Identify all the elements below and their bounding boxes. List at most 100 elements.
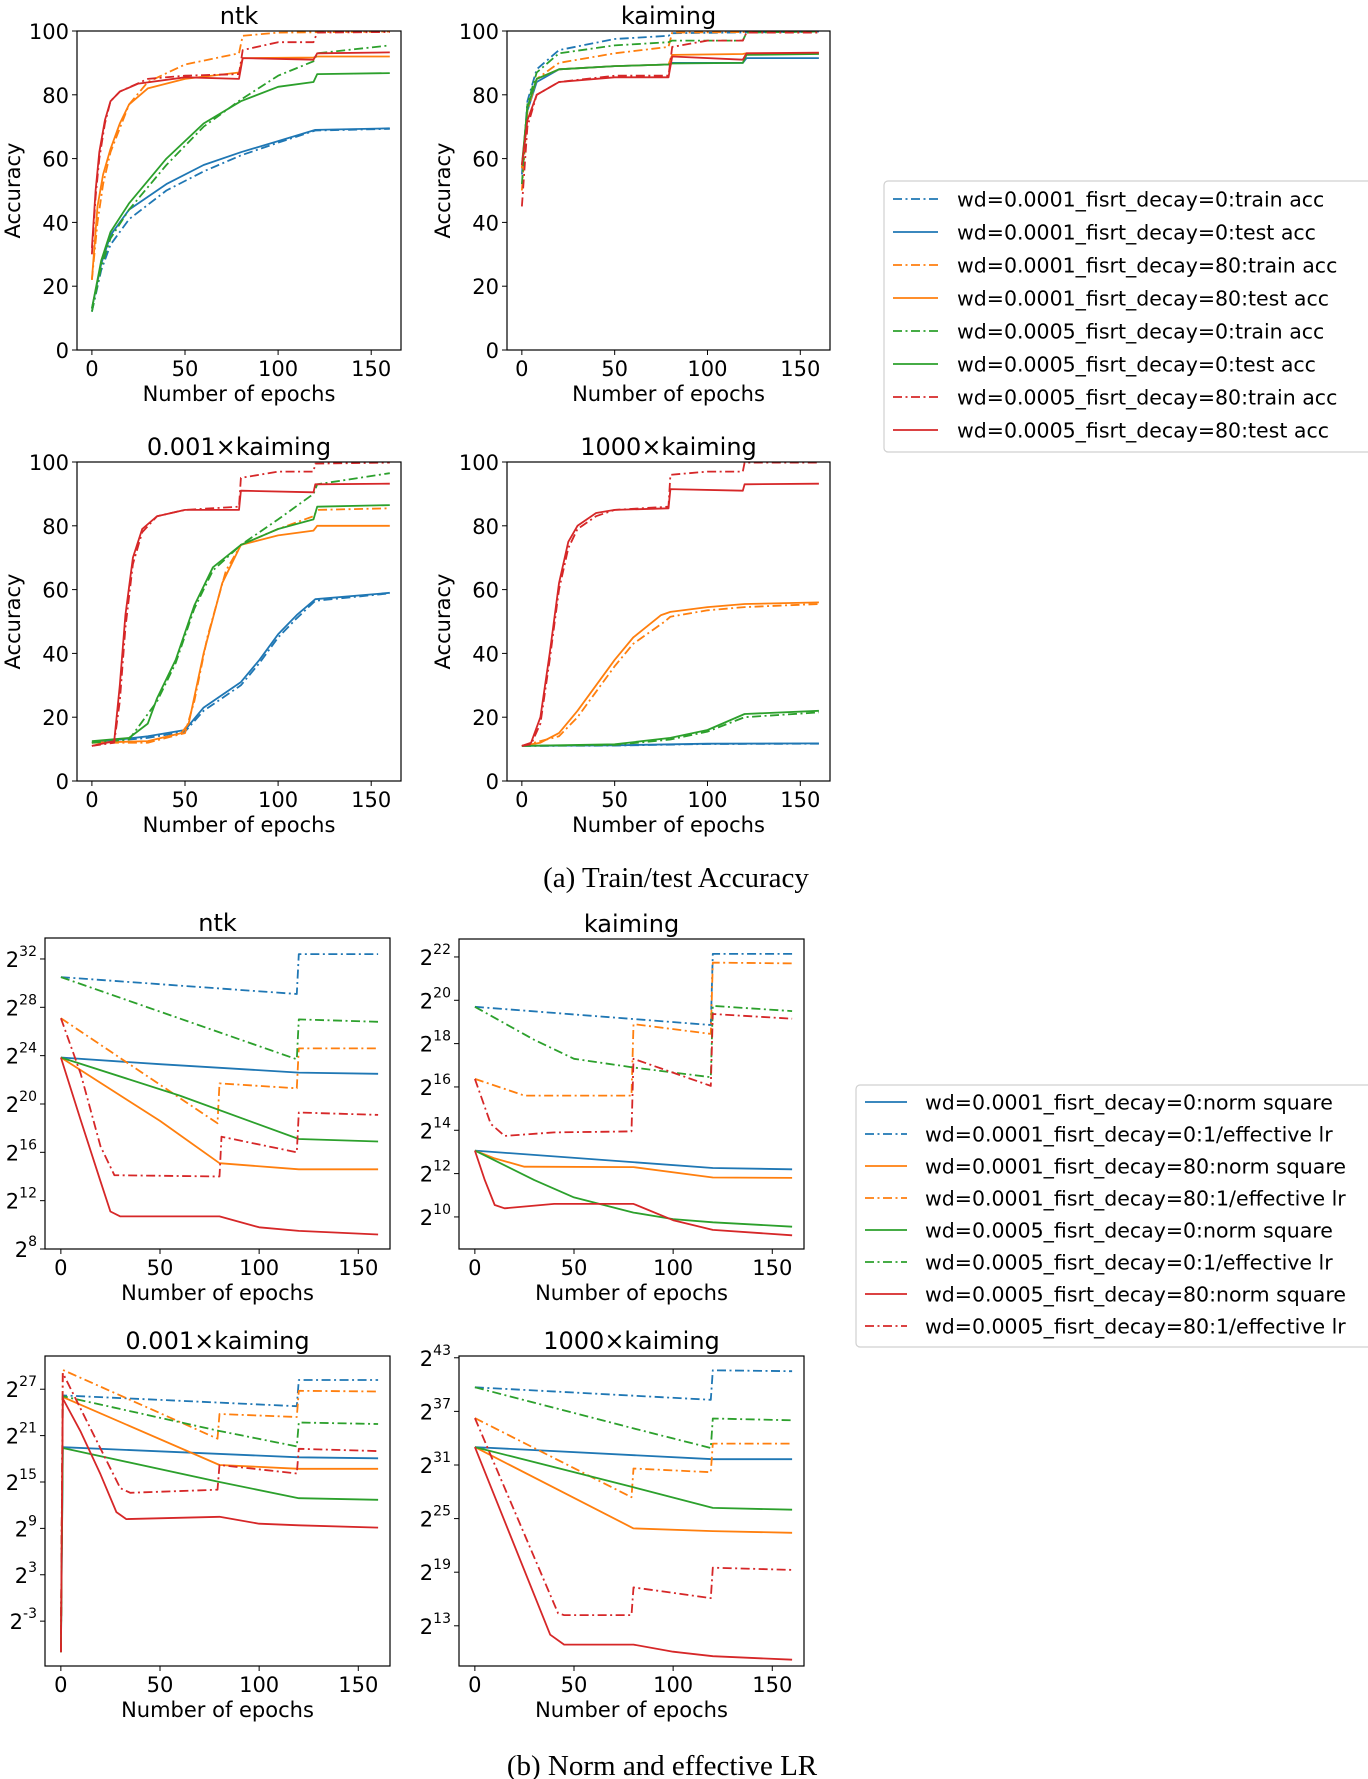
legend-entry: wd=0.0001_fisrt_decay=80:norm square	[925, 1155, 1346, 1180]
x-axis-label: Number of epochs	[143, 382, 336, 406]
y-tick-exponent: 16	[19, 1137, 37, 1153]
y-axis-label: Accuracy	[1, 574, 25, 670]
series-line-2	[521, 603, 819, 747]
series-line-4	[91, 44, 390, 312]
legend-accuracy: wd=0.0001_fisrt_decay=0:train acc wd=0.00…	[883, 180, 1368, 453]
series-line-4	[521, 31, 819, 185]
legend-entry: wd=0.0001_fisrt_decay=80:train acc	[957, 254, 1337, 279]
x-tick-label: 0	[54, 1673, 67, 1697]
y-tick-base: 2	[420, 989, 433, 1013]
series-line-7	[521, 51, 819, 166]
series-line-0	[521, 31, 819, 175]
chart-title: 0.001×kaiming	[147, 433, 331, 461]
y-tick-label: 80	[42, 84, 69, 108]
x-axis-label: Number of epochs	[535, 1281, 728, 1305]
legend-entry: wd=0.0005_fisrt_decay=80:1/effective lr	[925, 1315, 1346, 1340]
series-line-0	[60, 1446, 379, 1653]
x-axis-label: Number of epochs	[143, 813, 336, 837]
legend-entry: wd=0.0005_fisrt_decay=80:norm square	[925, 1283, 1346, 1308]
y-tick-exponent: 31	[433, 1450, 451, 1466]
y-tick-label: 214	[420, 1115, 451, 1143]
plot-area	[60, 953, 379, 1236]
y-tick-exponent: 28	[19, 992, 37, 1008]
y-tick-base: 2	[420, 946, 433, 970]
y-tick-base: 2	[6, 948, 19, 972]
y-axis-label: Accuracy	[431, 143, 455, 239]
caption-b: (b) Norm and effective LR	[507, 1750, 818, 1779]
legend-entry: wd=0.0005_fisrt_decay=0:norm square	[925, 1219, 1333, 1244]
series-line-5	[91, 72, 390, 309]
legend-entry: wd=0.0005_fisrt_decay=80:test acc	[957, 419, 1329, 444]
y-tick-label: 20	[472, 275, 499, 299]
series-line-2	[474, 1446, 793, 1534]
series-line-1	[474, 953, 793, 1026]
series-line-7	[474, 1417, 793, 1616]
y-tick-exponent: 22	[433, 942, 451, 958]
x-tick-label: 50	[601, 357, 628, 381]
chart-title: kaiming	[621, 2, 716, 30]
series-line-0	[91, 128, 390, 312]
series-line-4	[60, 1056, 379, 1143]
x-axis-label: Number of epochs	[121, 1281, 314, 1305]
series-line-3	[474, 961, 793, 1097]
y-tick-label: 100	[459, 20, 499, 44]
axes-frame	[44, 937, 391, 1250]
y-tick-exponent: 27	[19, 1374, 37, 1390]
y-tick-base: 2	[420, 1561, 433, 1585]
x-tick-label: 50	[561, 1256, 588, 1280]
y-tick-exponent: 16	[433, 1072, 451, 1088]
series-line-2	[60, 1056, 379, 1171]
axes-frame	[44, 1355, 391, 1667]
x-tick-label: 50	[147, 1673, 174, 1697]
y-tick-exponent: 14	[433, 1115, 451, 1131]
x-tick-label: 100	[653, 1256, 693, 1280]
y-tick-exponent: 9	[28, 1513, 37, 1529]
x-axis-label: Number of epochs	[535, 1698, 728, 1722]
y-tick-exponent: 43	[433, 1343, 451, 1359]
series-line-5	[521, 53, 819, 166]
y-tick-exponent: 25	[433, 1504, 451, 1520]
y-tick-exponent: 20	[19, 1089, 37, 1105]
y-tick-exponent: 32	[19, 944, 37, 960]
series-line-0	[60, 1056, 379, 1075]
y-tick-label: 40	[472, 642, 499, 666]
series-line-4	[91, 472, 390, 744]
axes-frame	[506, 30, 831, 351]
y-tick-base: 2	[6, 1425, 19, 1449]
y-tick-label: 231	[420, 1450, 451, 1478]
chart-title: ntk	[198, 909, 237, 937]
y-tick-label: 80	[42, 515, 69, 539]
y-tick-label: 212	[6, 1186, 37, 1214]
y-tick-label: 224	[6, 1041, 37, 1069]
series-line-7	[521, 482, 819, 747]
series-line-2	[60, 1396, 379, 1653]
y-tick-label: 40	[42, 211, 69, 235]
y-tick-label: 210	[420, 1202, 451, 1230]
legend-entry: wd=0.0001_fisrt_decay=0:1/effective lr	[925, 1123, 1333, 1148]
chart-title: 1000×kaiming	[580, 433, 757, 461]
series-line-3	[474, 1417, 793, 1499]
y-tick-base: 2	[420, 1119, 433, 1143]
y-tick-label: 222	[420, 942, 451, 970]
chart-title: ntk	[220, 2, 259, 30]
legend-norm: wd=0.0001_fisrt_decay=0:norm square wd=0.…	[855, 1084, 1368, 1348]
y-tick-base: 2	[420, 1206, 433, 1230]
y-tick-exponent: 15	[19, 1467, 37, 1483]
caption-a: (a) Train/test Accuracy	[543, 862, 809, 894]
x-tick-label: 0	[468, 1256, 481, 1280]
y-tick-label: 220	[6, 1089, 37, 1117]
x-tick-label: 50	[561, 1673, 588, 1697]
y-tick-exponent: 21	[19, 1421, 37, 1437]
x-tick-label: 100	[653, 1673, 693, 1697]
chart-panel-3: 0 50 100 150 0 20 40 60 80 100 1000×kaiming Number …	[431, 433, 831, 837]
x-tick-label: 100	[239, 1256, 279, 1280]
y-axis-label: Accuracy	[431, 574, 455, 670]
y-tick-label: 218	[420, 1029, 451, 1057]
y-tick-label: 216	[420, 1072, 451, 1100]
x-tick-label: 100	[687, 788, 727, 812]
series-line-1	[60, 953, 379, 995]
y-tick-label: 20	[42, 275, 69, 299]
series-line-4	[474, 1446, 793, 1511]
